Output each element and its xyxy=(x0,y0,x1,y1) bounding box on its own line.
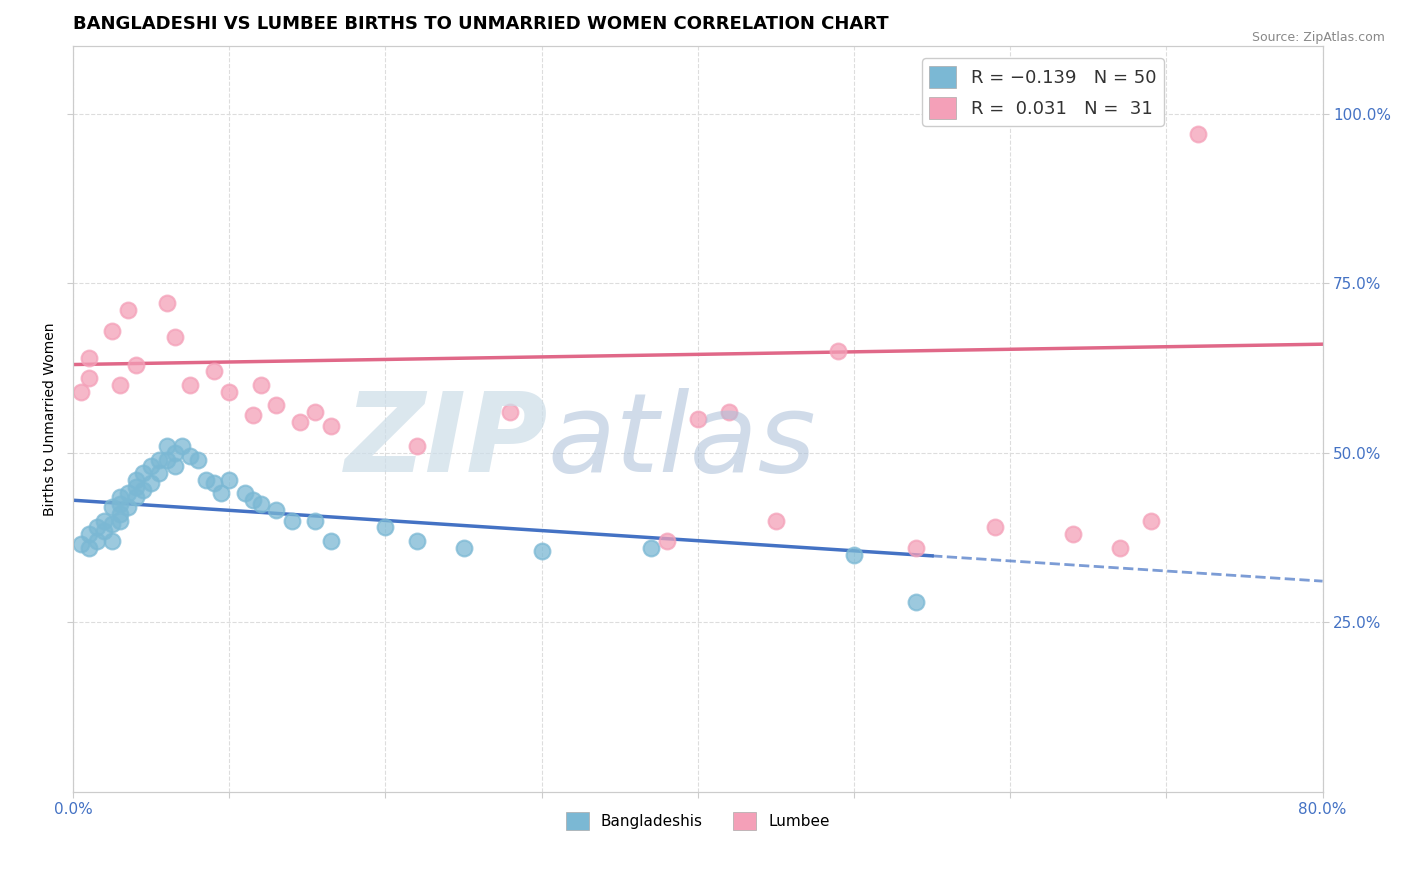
Point xyxy=(77,371,100,385)
Point xyxy=(202,364,225,378)
Point xyxy=(765,514,787,528)
Point xyxy=(156,452,179,467)
Point xyxy=(1062,527,1084,541)
Point xyxy=(905,595,928,609)
Point xyxy=(163,446,186,460)
Point xyxy=(141,476,163,491)
Point xyxy=(640,541,662,555)
Point xyxy=(77,351,100,365)
Point xyxy=(163,330,186,344)
Point xyxy=(86,533,108,548)
Point xyxy=(218,473,240,487)
Point xyxy=(202,476,225,491)
Point xyxy=(405,533,427,548)
Point xyxy=(249,377,271,392)
Point xyxy=(827,343,849,358)
Point xyxy=(905,541,928,555)
Point xyxy=(249,497,271,511)
Point xyxy=(117,486,139,500)
Point xyxy=(132,466,155,480)
Point xyxy=(264,503,287,517)
Point xyxy=(93,514,115,528)
Point xyxy=(264,398,287,412)
Point xyxy=(156,439,179,453)
Point xyxy=(187,452,209,467)
Point xyxy=(101,500,124,514)
Point xyxy=(124,473,146,487)
Point xyxy=(124,358,146,372)
Point xyxy=(179,377,201,392)
Point xyxy=(242,409,264,423)
Point xyxy=(1108,541,1130,555)
Point xyxy=(77,541,100,555)
Point xyxy=(179,449,201,463)
Point xyxy=(288,415,311,429)
Point xyxy=(499,405,522,419)
Point xyxy=(172,439,194,453)
Point xyxy=(211,486,233,500)
Point xyxy=(218,384,240,399)
Point xyxy=(101,324,124,338)
Point xyxy=(686,412,709,426)
Text: ZIP: ZIP xyxy=(344,388,548,495)
Point xyxy=(530,544,553,558)
Point xyxy=(319,418,342,433)
Y-axis label: Births to Unmarried Women: Births to Unmarried Women xyxy=(44,322,58,516)
Point xyxy=(163,459,186,474)
Point xyxy=(148,466,170,480)
Point xyxy=(655,533,678,548)
Point xyxy=(124,490,146,504)
Point xyxy=(117,500,139,514)
Point xyxy=(108,377,131,392)
Point xyxy=(405,439,427,453)
Point xyxy=(86,520,108,534)
Point xyxy=(233,486,256,500)
Point xyxy=(718,405,741,419)
Text: BANGLADESHI VS LUMBEE BIRTHS TO UNMARRIED WOMEN CORRELATION CHART: BANGLADESHI VS LUMBEE BIRTHS TO UNMARRIE… xyxy=(73,15,889,33)
Point xyxy=(304,405,326,419)
Point xyxy=(374,520,396,534)
Point xyxy=(108,497,131,511)
Point xyxy=(124,480,146,494)
Point xyxy=(132,483,155,497)
Point xyxy=(983,520,1005,534)
Point xyxy=(108,490,131,504)
Point xyxy=(242,493,264,508)
Point xyxy=(70,384,93,399)
Point xyxy=(319,533,342,548)
Point xyxy=(70,537,93,551)
Point xyxy=(93,524,115,538)
Point xyxy=(101,516,124,531)
Point xyxy=(842,548,865,562)
Point xyxy=(156,296,179,310)
Point xyxy=(108,507,131,521)
Point xyxy=(304,514,326,528)
Point xyxy=(77,527,100,541)
Point xyxy=(194,473,217,487)
Text: atlas: atlas xyxy=(548,388,817,495)
Point xyxy=(281,514,304,528)
Point xyxy=(1139,514,1161,528)
Point xyxy=(148,452,170,467)
Point xyxy=(108,514,131,528)
Legend: Bangladeshis, Lumbee: Bangladeshis, Lumbee xyxy=(560,805,837,837)
Point xyxy=(117,303,139,318)
Point xyxy=(101,533,124,548)
Text: Source: ZipAtlas.com: Source: ZipAtlas.com xyxy=(1251,31,1385,45)
Point xyxy=(1187,127,1209,141)
Point xyxy=(453,541,475,555)
Point xyxy=(141,459,163,474)
